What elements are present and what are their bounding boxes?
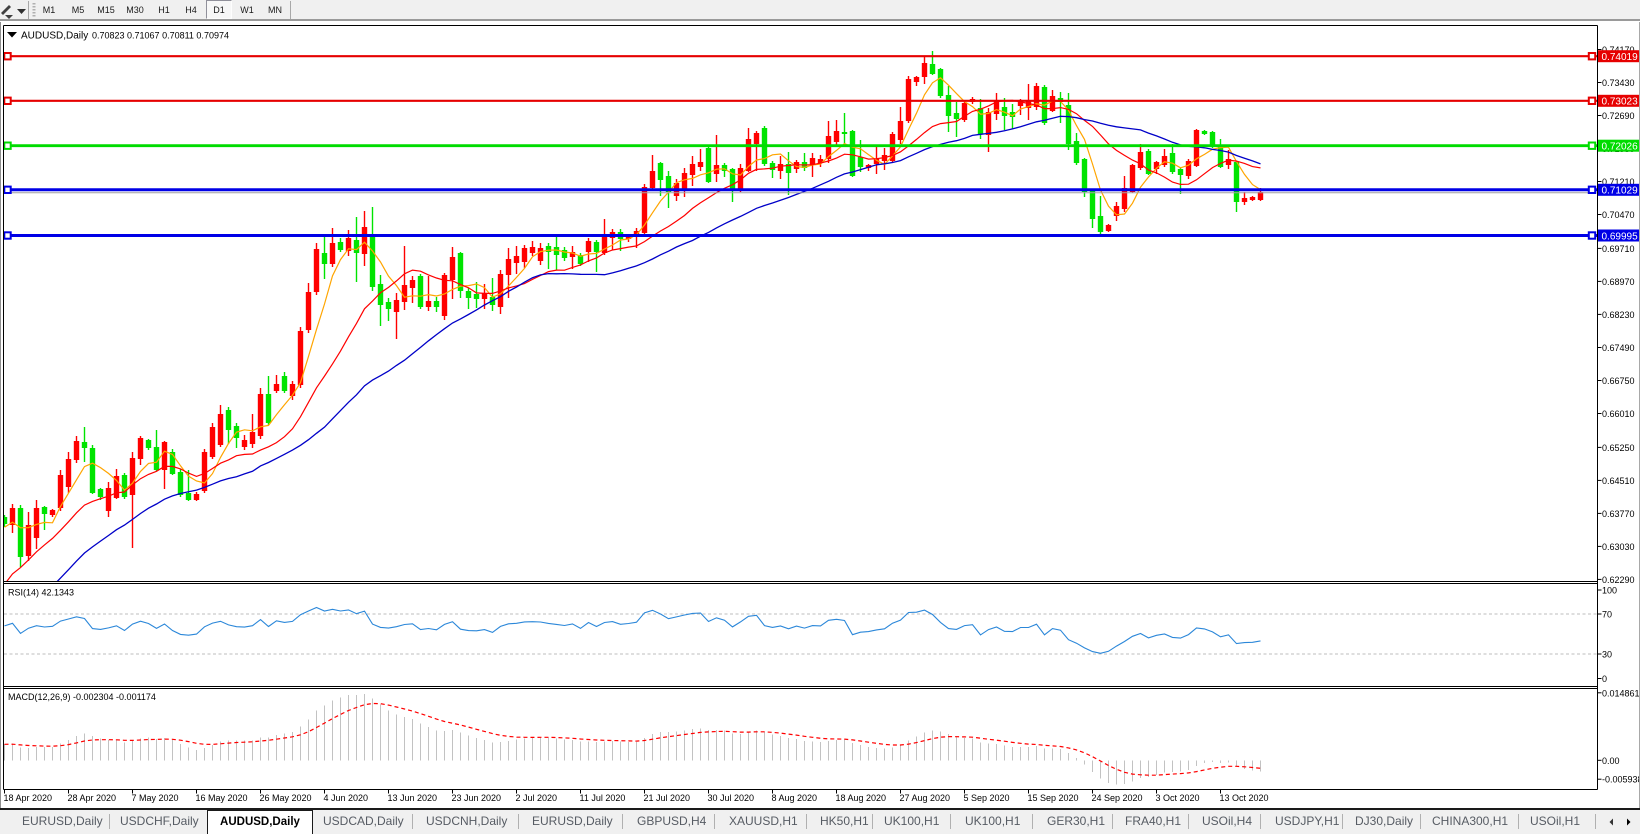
svg-text:0.68970: 0.68970 [1602, 277, 1635, 287]
svg-text:0.71210: 0.71210 [1602, 177, 1635, 187]
svg-text:0.73023: 0.73023 [1602, 97, 1639, 108]
svg-text:0.72690: 0.72690 [1602, 111, 1635, 121]
svg-text:0.71029: 0.71029 [1602, 186, 1639, 197]
svg-text:100: 100 [1602, 586, 1617, 596]
svg-text:0.014861: 0.014861 [1602, 688, 1640, 698]
svg-text:0.65250: 0.65250 [1602, 443, 1635, 453]
svg-text:0.67490: 0.67490 [1602, 343, 1635, 353]
svg-text:7 May 2020: 7 May 2020 [132, 793, 179, 803]
svg-text:30: 30 [1602, 650, 1612, 660]
svg-text:0.74170: 0.74170 [1602, 45, 1635, 55]
svg-text:11 Jul 2020: 11 Jul 2020 [580, 793, 626, 803]
svg-text:AUDUSD,Daily: AUDUSD,Daily [21, 31, 88, 42]
svg-text:4 Jun 2020: 4 Jun 2020 [324, 793, 369, 803]
svg-text:70: 70 [1602, 610, 1612, 620]
svg-text:0.74019: 0.74019 [1602, 52, 1639, 63]
svg-text:0.70823 0.71067 0.70811 0.7097: 0.70823 0.71067 0.70811 0.70974 [92, 31, 229, 41]
svg-text:0.68230: 0.68230 [1602, 310, 1635, 320]
svg-text:0.73430: 0.73430 [1602, 78, 1635, 88]
svg-text:RSI(14) 42.1343: RSI(14) 42.1343 [8, 588, 74, 598]
svg-text:-0.005938: -0.005938 [1602, 775, 1640, 785]
svg-text:0.66750: 0.66750 [1602, 376, 1635, 386]
svg-text:18 Aug 2020: 18 Aug 2020 [836, 793, 887, 803]
svg-text:0.00: 0.00 [1602, 756, 1620, 766]
svg-text:3 Oct 2020: 3 Oct 2020 [1156, 793, 1200, 803]
svg-text:0.72026: 0.72026 [1602, 142, 1639, 153]
svg-text:30 Jul 2020: 30 Jul 2020 [708, 793, 755, 803]
svg-text:MACD(12,26,9) -0.002304 -0.001: MACD(12,26,9) -0.002304 -0.001174 [8, 692, 156, 702]
svg-text:0.64510: 0.64510 [1602, 476, 1635, 486]
svg-text:24 Sep 2020: 24 Sep 2020 [1092, 793, 1143, 803]
svg-text:0.63030: 0.63030 [1602, 542, 1635, 552]
svg-text:0.69710: 0.69710 [1602, 244, 1635, 254]
svg-text:2 Jul 2020: 2 Jul 2020 [516, 793, 558, 803]
svg-text:13 Oct 2020: 13 Oct 2020 [1220, 793, 1269, 803]
svg-text:27 Aug 2020: 27 Aug 2020 [900, 793, 951, 803]
svg-text:0: 0 [1602, 674, 1607, 684]
svg-text:8 Aug 2020: 8 Aug 2020 [772, 793, 818, 803]
svg-text:23 Jun 2020: 23 Jun 2020 [452, 793, 502, 803]
svg-text:18 Apr 2020: 18 Apr 2020 [4, 793, 53, 803]
svg-text:0.70470: 0.70470 [1602, 210, 1635, 220]
svg-text:5 Sep 2020: 5 Sep 2020 [964, 793, 1010, 803]
svg-text:0.66010: 0.66010 [1602, 409, 1635, 419]
svg-text:0.63770: 0.63770 [1602, 509, 1635, 519]
svg-text:26 May 2020: 26 May 2020 [260, 793, 312, 803]
svg-text:16 May 2020: 16 May 2020 [196, 793, 248, 803]
svg-text:0.62290: 0.62290 [1602, 575, 1635, 585]
svg-text:28 Apr 2020: 28 Apr 2020 [68, 793, 117, 803]
svg-text:13 Jun 2020: 13 Jun 2020 [388, 793, 438, 803]
svg-text:0.69995: 0.69995 [1602, 231, 1639, 242]
svg-text:21 Jul 2020: 21 Jul 2020 [644, 793, 691, 803]
svg-text:15 Sep 2020: 15 Sep 2020 [1028, 793, 1079, 803]
